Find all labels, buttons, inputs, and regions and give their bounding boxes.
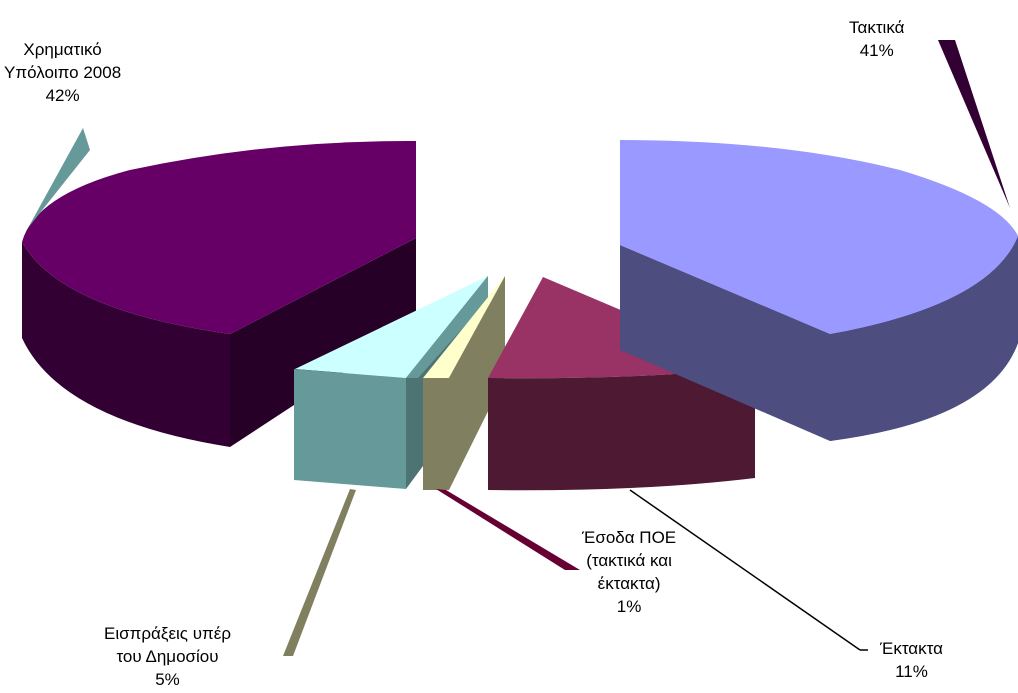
label-xrimatiko: Χρηματικό Υπόλοιπο 2008 42%	[4, 38, 121, 107]
label-eisprakseis-pct: 5%	[155, 670, 180, 689]
slice-poe	[423, 276, 505, 490]
slice-xrimatiko-cut	[230, 238, 416, 447]
label-poe-line1: Έσοδα ΠΟΕ	[582, 528, 677, 547]
label-poe: Έσοδα ΠΟΕ (τακτικά και έκτακτα) 1%	[582, 526, 676, 618]
slice-eisprakseis-cut2	[406, 276, 488, 378]
slice-xrimatiko-top	[22, 140, 416, 334]
label-taktika: Τακτικά 41%	[849, 16, 904, 62]
label-taktika-pct: 41%	[859, 41, 894, 60]
slice-poe-top	[423, 276, 505, 378]
label-xrimatiko-line2: Υπόλοιπο 2008	[4, 63, 122, 82]
slice-poe-front	[423, 378, 449, 490]
label-ektakta-pct: 11%	[895, 662, 928, 681]
leader-poe	[436, 489, 580, 570]
label-xrimatiko-pct: 42%	[45, 86, 80, 105]
label-poe-line2: (τακτικά και	[586, 551, 672, 570]
leader-eisprakseis	[283, 489, 356, 656]
label-ektakta: Έκτακτα 11%	[880, 637, 943, 683]
leader-xrimatiko	[28, 128, 90, 228]
slice-eisprakseis-front	[294, 369, 406, 489]
label-taktika-name: Τακτικά	[849, 18, 905, 37]
slice-taktika-top	[620, 140, 1018, 334]
slice-taktika-cut	[620, 245, 830, 441]
label-eisprakseis-line2: του Δημοσίου	[116, 647, 219, 666]
slice-taktika	[620, 140, 1018, 441]
leader-taktika	[938, 40, 1010, 208]
label-poe-pct: 1%	[616, 597, 642, 616]
slice-poe-cut	[449, 276, 505, 490]
slice-taktika-side2	[830, 236, 1018, 441]
slice-xrimatiko-side	[22, 242, 230, 447]
label-eisprakseis: Εισπράξεις υπέρ του Δημοσίου 5%	[104, 622, 231, 691]
slice-xrimatiko	[22, 140, 416, 447]
label-ektakta-name: Έκτακτα	[880, 639, 943, 658]
label-xrimatiko-line1: Χρηματικό	[23, 40, 102, 59]
label-poe-line3: έκτακτα)	[597, 574, 661, 593]
label-eisprakseis-line1: Εισπράξεις υπέρ	[104, 624, 231, 643]
leader-ektakta	[629, 489, 861, 651]
slice-ektakta-front	[488, 367, 755, 491]
slice-eisprakseis-top	[295, 276, 488, 378]
